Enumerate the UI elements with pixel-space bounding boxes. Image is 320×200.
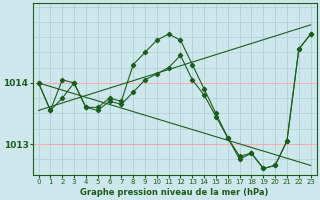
X-axis label: Graphe pression niveau de la mer (hPa): Graphe pression niveau de la mer (hPa): [80, 188, 269, 197]
